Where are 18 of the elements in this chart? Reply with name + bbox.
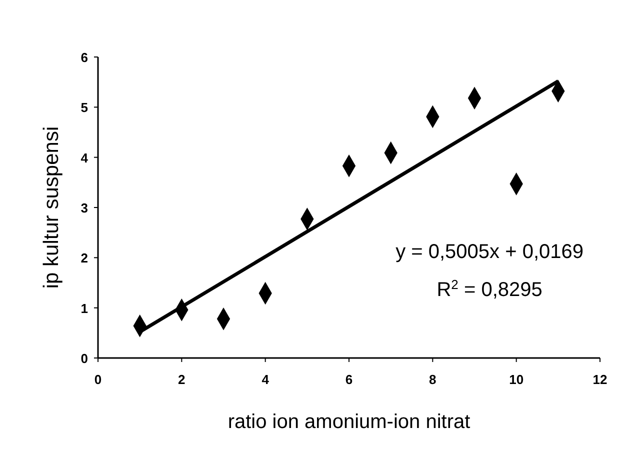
y-tick-label: 0 xyxy=(80,351,88,366)
x-tick-label: 6 xyxy=(345,372,353,387)
y-tick-label: 1 xyxy=(80,300,88,316)
y-axis-title: ip kultur suspensi xyxy=(40,126,63,289)
y-tick-label: 6 xyxy=(80,50,88,65)
y-tick-label: 2 xyxy=(80,250,88,266)
x-tick-label: 4 xyxy=(262,372,270,387)
x-tick-label: 12 xyxy=(592,372,608,387)
y-tick-label: 3 xyxy=(80,200,88,216)
x-axis-title: ratio ion amonium-ion nitrat xyxy=(228,411,471,433)
x-tick-label: 0 xyxy=(94,372,102,387)
annotation: y = 0,5005x + 0,0169 xyxy=(396,241,584,263)
x-tick-label: 2 xyxy=(178,372,186,387)
y-tick-label: 5 xyxy=(80,100,88,116)
x-tick-label: 8 xyxy=(429,372,436,387)
x-tick-label: 10 xyxy=(509,372,524,387)
annotation: R$^{2}$ = 0,8295 xyxy=(436,276,542,301)
y-tick-label: 4 xyxy=(80,150,89,166)
